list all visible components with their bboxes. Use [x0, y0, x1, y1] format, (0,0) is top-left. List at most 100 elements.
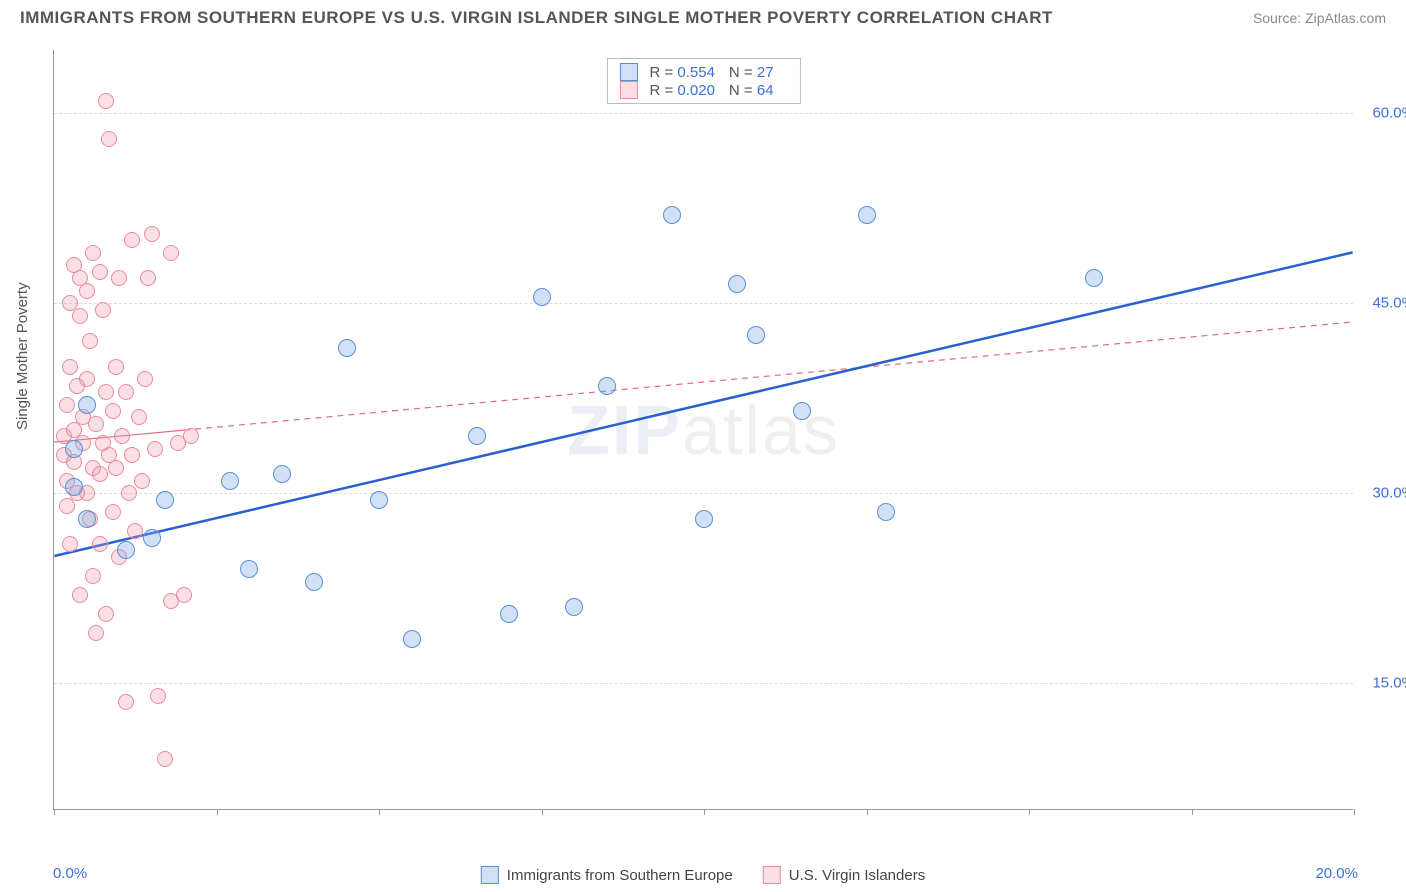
scatter-point: [403, 630, 421, 648]
scatter-point: [62, 359, 78, 375]
x-axis-min-label: 0.0%: [53, 865, 87, 882]
gridline: [54, 303, 1353, 304]
scatter-point: [143, 529, 161, 547]
y-tick-label: 60.0%: [1372, 105, 1406, 122]
scatter-point: [108, 460, 124, 476]
x-tick: [867, 809, 868, 815]
legend-stat-row: R = 0.020 N = 64: [619, 81, 787, 99]
trend-lines-svg: [54, 50, 1353, 809]
scatter-point: [124, 232, 140, 248]
scatter-point: [85, 245, 101, 261]
scatter-point: [98, 606, 114, 622]
x-tick: [1029, 809, 1030, 815]
scatter-point: [140, 270, 156, 286]
scatter-point: [144, 226, 160, 242]
x-tick: [1192, 809, 1193, 815]
r-label: R =: [649, 64, 673, 81]
scatter-point: [240, 560, 258, 578]
x-tick: [1354, 809, 1355, 815]
scatter-point: [137, 371, 153, 387]
legend-label: Immigrants from Southern Europe: [507, 867, 733, 884]
x-tick: [217, 809, 218, 815]
scatter-point: [88, 416, 104, 432]
scatter-point: [747, 326, 765, 344]
scatter-point: [78, 510, 96, 528]
r-value: 0.554: [677, 64, 715, 81]
legend-stat-row: R = 0.554N = 27: [619, 63, 787, 81]
scatter-point: [183, 428, 199, 444]
legend-item: Immigrants from Southern Europe: [481, 866, 733, 884]
scatter-point: [147, 441, 163, 457]
scatter-point: [105, 403, 121, 419]
scatter-point: [793, 402, 811, 420]
scatter-point: [79, 283, 95, 299]
scatter-point: [370, 491, 388, 509]
y-tick-label: 15.0%: [1372, 675, 1406, 692]
legend-label: U.S. Virgin Islanders: [789, 867, 925, 884]
scatter-point: [101, 131, 117, 147]
scatter-point: [221, 472, 239, 490]
x-tick: [379, 809, 380, 815]
gridline: [54, 113, 1353, 114]
scatter-point: [117, 541, 135, 559]
x-tick: [54, 809, 55, 815]
scatter-point: [338, 339, 356, 357]
scatter-point: [114, 428, 130, 444]
scatter-point: [118, 384, 134, 400]
scatter-point: [92, 264, 108, 280]
scatter-point: [88, 625, 104, 641]
scatter-point: [1085, 269, 1103, 287]
scatter-point: [72, 587, 88, 603]
legend-item: U.S. Virgin Islanders: [763, 866, 925, 884]
scatter-point: [82, 333, 98, 349]
n-value: 64: [757, 82, 774, 99]
scatter-point: [65, 478, 83, 496]
scatter-point: [85, 568, 101, 584]
legend-stats-box: R = 0.554N = 27R = 0.020 N = 64: [606, 58, 800, 104]
y-axis-label: Single Mother Poverty: [14, 282, 31, 430]
scatter-point: [124, 447, 140, 463]
scatter-point: [500, 605, 518, 623]
scatter-point: [65, 440, 83, 458]
gridline: [54, 683, 1353, 684]
n-value: 27: [757, 64, 774, 81]
gridline: [54, 493, 1353, 494]
legend-swatch: [619, 81, 637, 99]
n-label: N =: [729, 82, 753, 99]
scatter-point: [176, 587, 192, 603]
legend-swatch: [619, 63, 637, 81]
scatter-point: [111, 270, 127, 286]
scatter-point: [533, 288, 551, 306]
scatter-point: [273, 465, 291, 483]
scatter-point: [163, 245, 179, 261]
header: IMMIGRANTS FROM SOUTHERN EUROPE VS U.S. …: [0, 0, 1406, 34]
scatter-point: [121, 485, 137, 501]
scatter-point: [72, 308, 88, 324]
y-tick-label: 30.0%: [1372, 485, 1406, 502]
legend-swatch: [481, 866, 499, 884]
scatter-point: [695, 510, 713, 528]
scatter-point: [598, 377, 616, 395]
chart-title: IMMIGRANTS FROM SOUTHERN EUROPE VS U.S. …: [20, 8, 1053, 28]
scatter-point: [565, 598, 583, 616]
r-label: R =: [649, 82, 673, 99]
scatter-point: [92, 466, 108, 482]
scatter-point: [98, 384, 114, 400]
scatter-point: [728, 275, 746, 293]
scatter-point: [858, 206, 876, 224]
scatter-point: [468, 427, 486, 445]
scatter-point: [305, 573, 323, 591]
scatter-point: [105, 504, 121, 520]
scatter-point: [108, 359, 124, 375]
source-attribution: Source: ZipAtlas.com: [1253, 10, 1386, 26]
scatter-point: [118, 694, 134, 710]
x-tick: [542, 809, 543, 815]
r-value: 0.020: [677, 82, 715, 99]
y-tick-label: 45.0%: [1372, 295, 1406, 312]
scatter-point: [59, 397, 75, 413]
scatter-point: [156, 491, 174, 509]
scatter-point: [127, 523, 143, 539]
scatter-point: [98, 93, 114, 109]
scatter-point: [92, 536, 108, 552]
scatter-point: [131, 409, 147, 425]
